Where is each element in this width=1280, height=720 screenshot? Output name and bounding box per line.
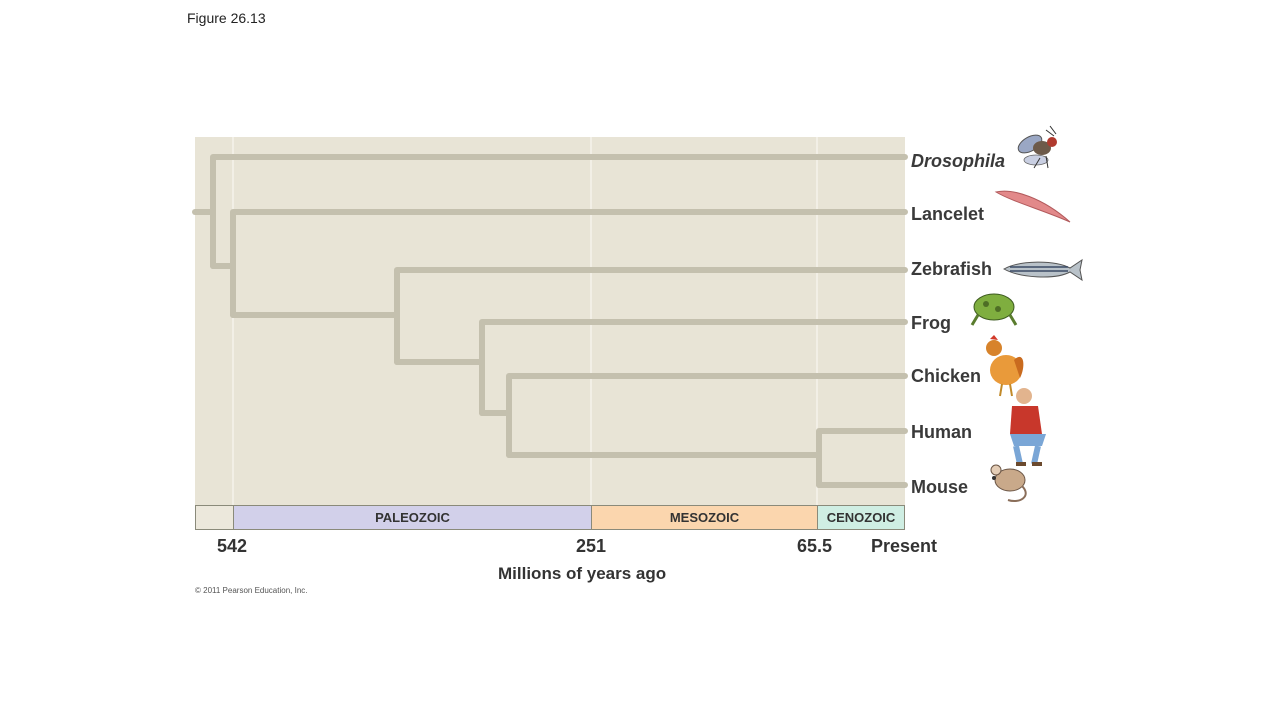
- tick-label-65-5: 65.5: [797, 536, 833, 556]
- era-label-cenozoic: CENOZOIC: [826, 510, 896, 525]
- taxon-label-chicken: Chicken: [911, 366, 982, 386]
- human-icon: [1010, 388, 1046, 466]
- figure-label: Figure 26.13: [187, 10, 266, 26]
- tree-branches: [192, 154, 908, 488]
- branch-human: [816, 428, 908, 488]
- era-bar-paleozoic: PALEOZOIC: [233, 505, 592, 530]
- branch-zebrafish: [394, 267, 908, 365]
- taxon-label-drosophila: Drosophila: [911, 151, 1006, 171]
- lancelet-icon: [994, 190, 1071, 223]
- tick-label-542: 542: [217, 536, 248, 556]
- branch-lancelet: [230, 209, 908, 318]
- axis-title: Millions of years ago: [498, 564, 667, 583]
- zebrafish-icon: [1002, 258, 1083, 282]
- era-bar-mesozoic: MESOZOIC: [591, 505, 818, 530]
- chicken-icon: [986, 335, 1024, 397]
- era-bar-cenozoic: CENOZOIC: [817, 505, 905, 530]
- fruit-fly-icon: [1017, 125, 1057, 169]
- branch-drosophila: [210, 154, 908, 269]
- branch-chicken: [506, 373, 908, 458]
- era-label-mesozoic: MESOZOIC: [669, 510, 740, 525]
- era-label-paleozoic: PALEOZOIC: [375, 510, 450, 525]
- branch-frog: [479, 319, 908, 416]
- tick-label-present: Present: [871, 536, 938, 556]
- taxon-label-zebrafish: Zebrafish: [911, 259, 993, 279]
- tick-label-251: 251: [576, 536, 607, 556]
- mouse-icon: [990, 464, 1027, 502]
- era-bar-precambrian: [195, 505, 234, 530]
- taxon-label-frog: Frog: [911, 313, 951, 333]
- taxon-label-human: Human: [911, 422, 973, 442]
- copyright-notice: © 2011 Pearson Education, Inc.: [195, 586, 308, 595]
- frog-icon: [970, 293, 1018, 326]
- taxon-label-mouse: Mouse: [911, 477, 969, 497]
- taxon-label-lancelet: Lancelet: [911, 204, 985, 224]
